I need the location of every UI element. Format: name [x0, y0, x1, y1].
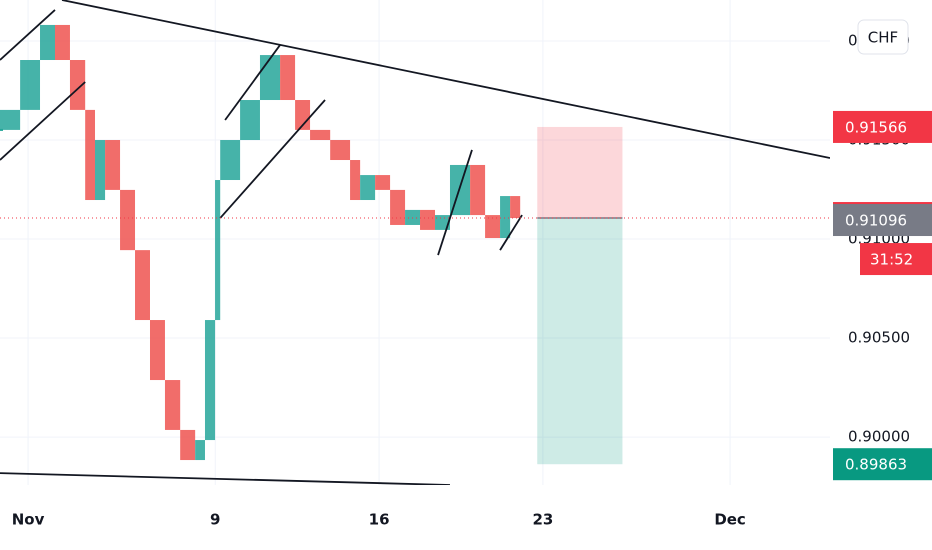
- candle: [330, 140, 351, 161]
- trend-line: [0, 9, 56, 61]
- plot-area: [0, 0, 830, 485]
- candle: [0, 109, 21, 130]
- y-tick-label: 0.90000: [848, 428, 910, 446]
- candle: [105, 140, 121, 190]
- currency: CHF: [868, 29, 898, 47]
- trend-line: [0, 472, 451, 485]
- target-zone: [537, 218, 623, 465]
- candle: [405, 209, 421, 225]
- price-label-box: [833, 110, 932, 143]
- trend-line: [224, 44, 281, 121]
- candle: [485, 215, 501, 239]
- candle: [215, 180, 221, 321]
- trend-line: [0, 81, 86, 161]
- candle: [390, 189, 406, 225]
- countdown-box: [860, 243, 932, 276]
- trend-line: [61, 0, 830, 159]
- trend-line: [219, 99, 326, 219]
- candle: [20, 60, 41, 110]
- candle: [500, 196, 511, 239]
- candle: [95, 140, 106, 201]
- candle: [470, 164, 486, 216]
- x-tick-label: 16: [369, 511, 390, 529]
- price-label: 0.91566: [845, 118, 907, 136]
- price-label: 0.91096: [845, 212, 907, 230]
- y-tick-label: 0.90500: [848, 329, 910, 347]
- candle: [135, 250, 150, 321]
- candle: [360, 175, 376, 201]
- candle: [164, 380, 181, 430]
- candle: [40, 24, 55, 61]
- candle: [510, 196, 521, 219]
- price-label-box: [833, 448, 932, 481]
- candle: [85, 109, 96, 201]
- axes: 0.900000.905000.910000.915000.92000Nov91…: [12, 19, 932, 529]
- x-tick-label: 9: [210, 511, 220, 529]
- candle: [149, 320, 165, 381]
- stop-zone: [537, 126, 623, 219]
- candle: [69, 60, 86, 110]
- candle: [310, 129, 331, 141]
- x-tick-label: Dec: [714, 511, 746, 529]
- candle: [240, 100, 260, 141]
- trend-line: [499, 214, 523, 251]
- countdown: 31:52: [870, 251, 913, 269]
- candle: [280, 55, 296, 101]
- candle: [259, 55, 281, 101]
- price-label: 0.89863: [845, 456, 907, 474]
- candle: [204, 320, 216, 441]
- candle: [180, 429, 196, 461]
- candle: [120, 189, 136, 251]
- candle: [195, 440, 205, 461]
- candle: [350, 160, 361, 201]
- trend-line: [437, 149, 473, 256]
- candle: [375, 175, 391, 190]
- price-label-box: [833, 204, 932, 237]
- currency-box: [857, 19, 909, 55]
- candle: [54, 24, 70, 61]
- candle: [220, 140, 241, 181]
- x-tick-label: Nov: [12, 511, 45, 529]
- candle: [420, 209, 436, 230]
- x-tick-label: 23: [532, 511, 553, 529]
- candle: [435, 215, 450, 230]
